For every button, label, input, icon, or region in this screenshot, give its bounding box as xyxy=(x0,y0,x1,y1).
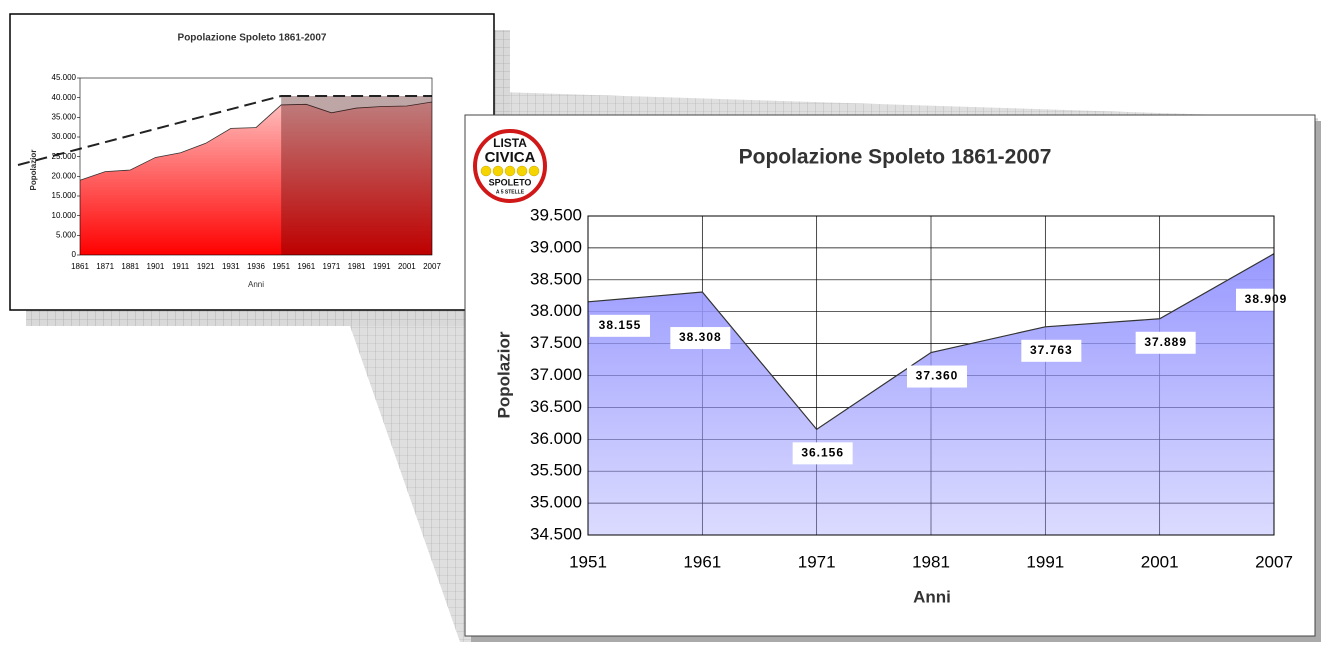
x-tick-label: 1861 xyxy=(71,262,89,271)
x-tick-label: 1991 xyxy=(1026,552,1064,571)
y-tick-label: 34.500 xyxy=(530,524,582,543)
value-label-box xyxy=(590,314,650,337)
x-tick-label: 1911 xyxy=(172,262,190,271)
y-tick-label: 37.500 xyxy=(530,333,582,352)
x-tick-label: 2007 xyxy=(423,262,441,271)
x-tick-label: 1981 xyxy=(912,552,950,571)
line xyxy=(79,101,433,181)
value-label: 37.889 xyxy=(1144,335,1187,349)
x-tick-label: 1981 xyxy=(348,262,366,271)
x-tick-label: 2007 xyxy=(1255,552,1293,571)
logo-star xyxy=(528,165,540,177)
x-tick-label: 2001 xyxy=(398,262,416,271)
x-tick-label: 1991 xyxy=(373,262,391,271)
x-tick-label: 1971 xyxy=(798,552,836,571)
plot-border xyxy=(79,77,433,256)
logo-star xyxy=(480,165,492,177)
y-tick-label: 39.000 xyxy=(530,237,582,256)
y-tick-label: 45.000 xyxy=(52,73,77,82)
value-label-box xyxy=(1236,288,1296,311)
y-tick-label: 39.500 xyxy=(530,205,582,224)
value-label: 37.360 xyxy=(916,369,959,383)
chart-title: Popolazione Spoleto 1861-2007 xyxy=(178,33,327,44)
x-tick-label: 1971 xyxy=(323,262,341,271)
y-tick-label: 36.500 xyxy=(530,397,582,416)
value-label-box xyxy=(1135,331,1196,354)
small-chart: Popolazione Spoleto 1861-2007 0 5.000 10.00… xyxy=(17,33,441,289)
logo-text: SPOLETO xyxy=(489,177,532,187)
y-tick-label: 15.000 xyxy=(52,191,77,200)
x-axis-label: Anni xyxy=(248,280,264,289)
x-tick-label: 1931 xyxy=(222,262,240,271)
y-tick-label: 38.500 xyxy=(530,269,582,288)
x-tick-label: 1961 xyxy=(683,552,721,571)
y-tick-label: 10.000 xyxy=(52,211,77,220)
x-tick-label: 2001 xyxy=(1141,552,1179,571)
plot-border xyxy=(587,215,1275,536)
y-axis-label: Popolazior xyxy=(29,150,38,191)
x-tick-label: 1921 xyxy=(197,262,215,271)
zoom-dash xyxy=(17,95,432,166)
x-tick-label: 1951 xyxy=(569,552,607,571)
value-label-box xyxy=(907,365,967,388)
x-tick-label: 1961 xyxy=(297,262,315,271)
value-label-box xyxy=(792,442,853,465)
value-label: 38.909 xyxy=(1245,292,1288,306)
logo-text: LISTA xyxy=(493,136,527,150)
y-tick-label: 37.000 xyxy=(530,365,582,384)
logo-star xyxy=(516,165,528,177)
y-tick-label: 35.500 xyxy=(530,461,582,480)
y-tick-label: 35.000 xyxy=(52,112,77,121)
big-chart: Popolazione Spoleto 1861-2007 34.500 35.00… xyxy=(473,129,1296,606)
logo-star xyxy=(504,165,516,177)
x-tick-label: 1936 xyxy=(247,262,265,271)
logo-text: CIVICA xyxy=(485,149,536,166)
value-label: 36.156 xyxy=(801,446,844,460)
y-tick-label: 36.000 xyxy=(530,429,582,448)
y-tick-label: 40.000 xyxy=(52,93,77,102)
y-tick-label: 30.000 xyxy=(52,132,77,141)
area xyxy=(588,253,1274,535)
y-tick-label: 0 xyxy=(72,250,77,259)
value-label: 37.763 xyxy=(1030,343,1073,357)
x-axis-label: Anni xyxy=(913,587,951,606)
y-tick-label: 35.000 xyxy=(530,493,582,512)
logo-text: A 5 STELLE xyxy=(496,189,525,195)
y-tick-label: 25.000 xyxy=(52,152,77,161)
x-tick-label: 1901 xyxy=(147,262,165,271)
x-tick-label: 1951 xyxy=(272,262,290,271)
logo-star xyxy=(492,165,504,177)
line xyxy=(587,253,1275,431)
y-tick-label: 5.000 xyxy=(56,230,77,239)
y-tick-label: 20.000 xyxy=(52,171,77,180)
area xyxy=(80,101,432,255)
dark-overlay xyxy=(281,96,432,255)
value-label: 38.308 xyxy=(679,330,722,344)
chart-title: Popolazione Spoleto 1861-2007 xyxy=(739,146,1052,169)
x-tick-label: 1881 xyxy=(121,262,139,271)
value-label-box xyxy=(670,327,731,350)
value-label-box xyxy=(1021,339,1082,362)
x-tick-label: 1871 xyxy=(96,262,114,271)
value-label: 38.155 xyxy=(599,318,642,332)
y-tick-label: 38.000 xyxy=(530,301,582,320)
y-axis-label: Popolazior xyxy=(494,331,513,418)
